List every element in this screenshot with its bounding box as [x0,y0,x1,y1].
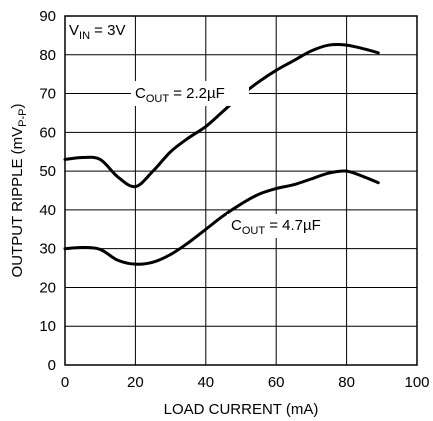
series-label-rest: = 4.7µF [265,217,321,234]
grid [65,16,417,365]
y-tick-label: 10 [39,318,56,335]
series-line-0 [63,42,380,189]
x-tick-label: 0 [61,374,69,391]
series-label-bg [131,81,249,106]
tick-labels: 0 20 40 60 80 100 0 10 20 30 40 50 60 70 80 90 [39,8,429,391]
condition-rest: = 3V [90,22,125,39]
x-tick-label: 100 [404,374,429,391]
x-tick-label: 20 [127,374,144,391]
x-tick-label: 80 [338,374,355,391]
y-tick-label: 20 [39,279,56,296]
series-label-sub: OUT [146,93,170,105]
y-axis-label-end: ) [9,104,26,109]
condition-main: V [69,22,79,39]
y-axis-label-main: OUTPUT RIPPLE (mV [9,127,26,278]
y-axis-label-sub: P-P [17,109,29,127]
plot-frame [64,15,418,366]
y-tick-label: 60 [39,124,56,141]
series-label-4p7uf: COUT = 4.7µF [231,217,321,237]
series-line-1 [63,169,380,266]
curves [63,42,380,266]
series-label-main: C [231,217,242,234]
x-axis-label: LOAD CURRENT (mA) [164,401,319,418]
series-label-sub: OUT [242,225,266,237]
y-tick-label: 80 [39,47,56,64]
y-tick-label: 0 [48,357,56,374]
condition-sub: IN [79,30,90,42]
x-tick-label: 60 [268,374,285,391]
y-tick-label: 30 [39,241,56,258]
series-label-main: C [135,85,146,102]
series-label-rest: = 2.2µF [169,85,225,102]
x-tick-label: 40 [197,374,214,391]
y-tick-label: 40 [39,202,56,219]
series-label-2p2uf: COUT = 2.2µF [135,85,225,105]
series-label-bg [227,214,335,238]
y-tick-label: 50 [39,163,56,180]
condition-label: VIN = 3V [69,22,125,42]
y-tick-label: 90 [39,8,56,25]
y-tick-label: 70 [39,86,56,103]
y-axis-label: OUTPUT RIPPLE (mVP-P) [9,104,29,278]
